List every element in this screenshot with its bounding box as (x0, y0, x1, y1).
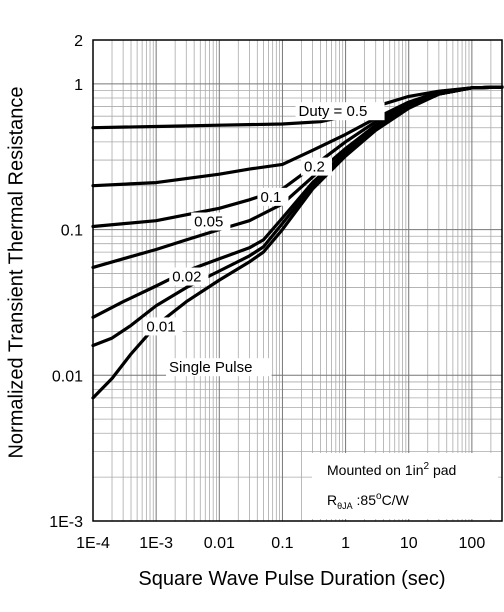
duty-label-bg (143, 317, 183, 336)
y-tick-label: 0.01 (52, 368, 83, 385)
y-tick-label: 2 (74, 33, 83, 50)
y-axis-label: Normalized Transient Thermal Resistance (2, 0, 32, 545)
duty-labels: Duty = 0.5 0.2 0.1 0.05 0.02 0.01 Single Pulse (143, 102, 385, 377)
x-tick-label: 0.01 (204, 535, 235, 552)
duty-label-bg (191, 212, 231, 231)
series-layer (91, 85, 504, 400)
y-tick-label: 1 (74, 77, 83, 94)
duty-label-bg (169, 267, 209, 286)
info-line-2: RθJA :85oC/W (327, 491, 410, 511)
duty-label-5: 0.01 (146, 318, 175, 335)
x-tick-label: 10 (400, 535, 418, 552)
y-axis-label-text: Normalized Transient Thermal Resistance (5, 86, 28, 459)
x-tick-label: 1E-3 (139, 535, 173, 552)
y-tick-label: 1E-3 (49, 514, 83, 531)
x-axis-label: Square Wave Pulse Duration (sec) (138, 568, 446, 590)
duty-label-bg (295, 102, 385, 121)
duty-label-bg (166, 358, 272, 377)
series-line-1 (91, 85, 504, 188)
y-tick-labels: 1E-3 0.01 0.1 1 2 (49, 33, 83, 531)
plot-frame (92, 39, 503, 522)
series-line-6 (91, 85, 504, 400)
duty-label-bg (301, 157, 332, 176)
x-tick-label: 100 (459, 535, 486, 552)
x-tick-label: 1E-4 (76, 535, 110, 552)
info-box-bg (312, 453, 498, 519)
duty-label-6: Single Pulse (169, 359, 252, 376)
y-tick-label: 0.1 (61, 223, 83, 240)
info-line-1: Mounted on 1in2 pad (327, 461, 456, 478)
x-tick-label: 1 (341, 535, 350, 552)
duty-label-bg (257, 187, 289, 206)
x-tick-labels: 1E-4 1E-3 0.01 0.1 1 10 100 (76, 535, 485, 552)
x-tick-label: 0.1 (271, 535, 293, 552)
duty-label-1: 0.2 (304, 159, 325, 176)
info-box: Mounted on 1in2 pad RθJA :85oC/W (312, 453, 498, 519)
duty-label-3: 0.05 (194, 213, 223, 230)
duty-label-2: 0.1 (261, 189, 282, 206)
duty-label-4: 0.02 (172, 269, 201, 286)
duty-label-0: Duty = 0.5 (299, 103, 368, 120)
